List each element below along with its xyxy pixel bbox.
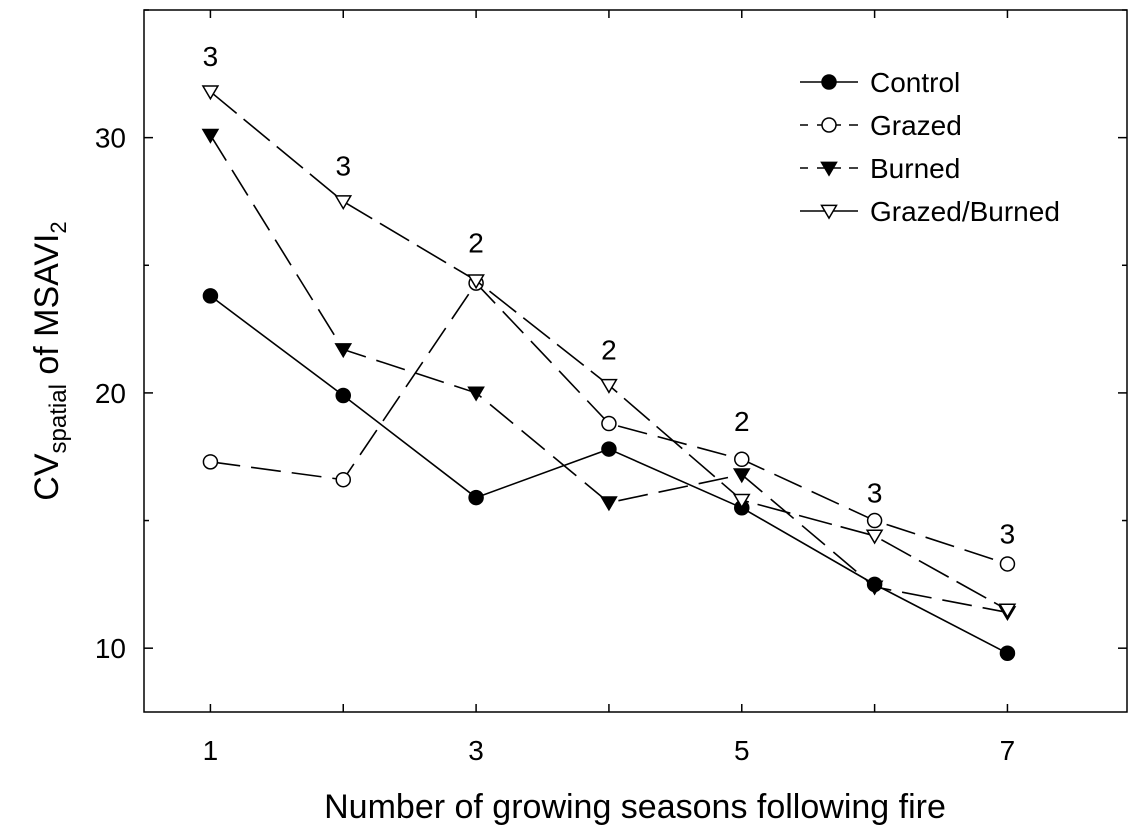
annotation-label: 3 bbox=[335, 151, 351, 182]
point-grazed-burned bbox=[998, 603, 1017, 619]
x-tick-label: 5 bbox=[734, 735, 750, 766]
point-grazed-burned bbox=[732, 493, 751, 509]
legend-item-grazed-burned: Grazed/Burned bbox=[800, 196, 1060, 227]
series-burned bbox=[201, 128, 1017, 622]
y-axis-label-sub2: 2 bbox=[46, 221, 71, 233]
point-control bbox=[601, 441, 617, 457]
legend-label: Grazed bbox=[870, 110, 962, 141]
point-burned bbox=[467, 386, 485, 402]
point-burned bbox=[201, 128, 220, 144]
point-burned bbox=[865, 580, 884, 596]
point-burned bbox=[600, 496, 618, 512]
y-axis-label-sub: spatial bbox=[45, 384, 72, 453]
legend-marker bbox=[820, 204, 838, 220]
point-grazed bbox=[601, 415, 617, 432]
y-axis-label-main: CV bbox=[28, 453, 66, 501]
y-tick-label: 10 bbox=[95, 633, 126, 664]
annotation-label: 2 bbox=[468, 227, 484, 258]
legend-marker bbox=[821, 74, 837, 90]
legend-item-grazed: Grazed bbox=[800, 110, 962, 141]
y-tick-label: 20 bbox=[95, 378, 126, 409]
point-burned bbox=[334, 343, 353, 359]
series-layer bbox=[201, 85, 1017, 662]
point-grazed-burned bbox=[600, 378, 618, 394]
point-control bbox=[335, 387, 352, 404]
axis-ticks: 1 3 5 7 10 20 30 bbox=[95, 9, 1127, 766]
x-tick-label: 1 bbox=[203, 735, 219, 766]
point-grazed bbox=[866, 512, 883, 529]
legend-item-burned: Burned bbox=[800, 153, 960, 184]
point-grazed-burned bbox=[334, 195, 353, 211]
y-tick-label: 30 bbox=[95, 123, 126, 154]
y-axis-label-rest: of MSAVI bbox=[28, 234, 66, 385]
legend-label: Grazed/Burned bbox=[870, 196, 1060, 227]
annotation-label: 3 bbox=[1000, 518, 1016, 549]
point-control bbox=[202, 288, 219, 304]
point-control bbox=[468, 489, 484, 506]
point-grazed-burned bbox=[467, 274, 485, 290]
plot-frame bbox=[143, 9, 1128, 713]
annotation-label: 3 bbox=[867, 477, 883, 508]
point-burned bbox=[732, 468, 751, 484]
legend-label: Control bbox=[870, 67, 960, 98]
x-axis-label: Number of growing seasons following fire bbox=[324, 788, 946, 826]
annotations: 3 3 2 2 2 3 3 bbox=[203, 41, 1016, 549]
legend-marker bbox=[820, 161, 838, 177]
point-grazed bbox=[999, 556, 1016, 572]
point-grazed bbox=[335, 471, 352, 488]
legend-label: Burned bbox=[870, 153, 960, 184]
point-grazed-burned bbox=[865, 529, 884, 545]
y-axis-label: CVspatial of MSAVI2 bbox=[28, 221, 72, 500]
point-control bbox=[999, 645, 1016, 662]
legend-item-control: Control bbox=[800, 67, 960, 98]
annotation-label: 3 bbox=[203, 41, 219, 72]
point-grazed-burned bbox=[201, 85, 220, 101]
x-tick-label: 7 bbox=[1000, 735, 1016, 766]
point-grazed bbox=[202, 454, 219, 470]
annotation-label: 2 bbox=[734, 406, 750, 437]
legend-marker bbox=[821, 117, 837, 133]
legend: Control Grazed Burned Grazed/Burned bbox=[800, 67, 1060, 227]
annotation-label: 2 bbox=[601, 335, 617, 366]
series-grazed-burned bbox=[201, 85, 1017, 619]
x-tick-label: 3 bbox=[468, 735, 484, 766]
point-grazed bbox=[734, 451, 750, 468]
